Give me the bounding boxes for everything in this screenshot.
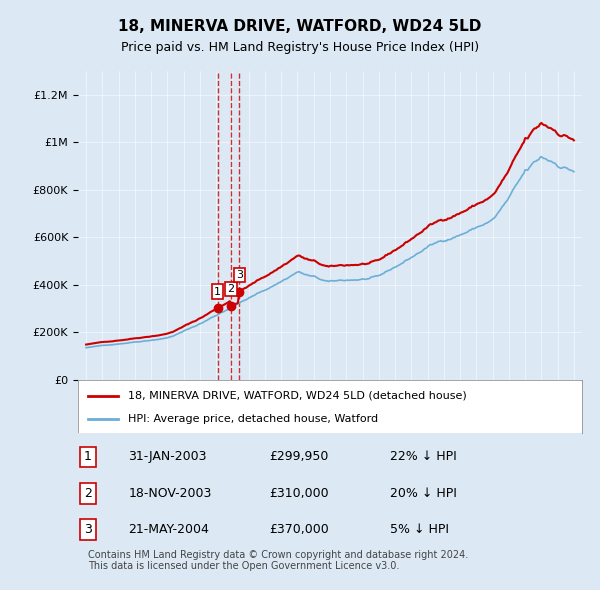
- Text: 20% ↓ HPI: 20% ↓ HPI: [391, 487, 457, 500]
- Text: 18, MINERVA DRIVE, WATFORD, WD24 5LD: 18, MINERVA DRIVE, WATFORD, WD24 5LD: [118, 19, 482, 34]
- Text: £310,000: £310,000: [269, 487, 329, 500]
- Text: HPI: Average price, detached house, Watford: HPI: Average price, detached house, Watf…: [128, 414, 379, 424]
- Text: Contains HM Land Registry data © Crown copyright and database right 2024.
This d: Contains HM Land Registry data © Crown c…: [88, 550, 469, 571]
- Text: Price paid vs. HM Land Registry's House Price Index (HPI): Price paid vs. HM Land Registry's House …: [121, 41, 479, 54]
- Text: 21-MAY-2004: 21-MAY-2004: [128, 523, 209, 536]
- Text: 2: 2: [227, 284, 235, 294]
- Text: £299,950: £299,950: [269, 450, 329, 463]
- Text: 22% ↓ HPI: 22% ↓ HPI: [391, 450, 457, 463]
- Text: 3: 3: [236, 270, 243, 280]
- Text: 2: 2: [84, 487, 92, 500]
- Text: 1: 1: [84, 450, 92, 463]
- Text: £370,000: £370,000: [269, 523, 329, 536]
- Text: 1: 1: [214, 287, 221, 297]
- Text: 18, MINERVA DRIVE, WATFORD, WD24 5LD (detached house): 18, MINERVA DRIVE, WATFORD, WD24 5LD (de…: [128, 391, 467, 401]
- Text: 3: 3: [84, 523, 92, 536]
- Text: 31-JAN-2003: 31-JAN-2003: [128, 450, 207, 463]
- Text: 5% ↓ HPI: 5% ↓ HPI: [391, 523, 449, 536]
- Text: 18-NOV-2003: 18-NOV-2003: [128, 487, 212, 500]
